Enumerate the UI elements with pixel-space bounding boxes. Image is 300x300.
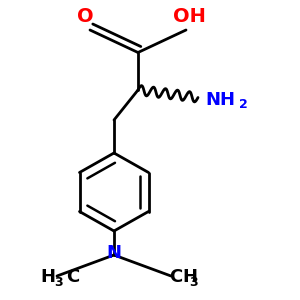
- Text: H: H: [40, 268, 56, 286]
- Text: H: H: [182, 268, 197, 286]
- Text: 3: 3: [54, 276, 62, 289]
- Text: O: O: [77, 8, 94, 26]
- Text: OH: OH: [172, 8, 206, 26]
- Text: N: N: [106, 244, 122, 262]
- Text: 3: 3: [189, 276, 198, 289]
- Text: C: C: [66, 268, 79, 286]
- Text: 2: 2: [238, 98, 247, 111]
- Text: C: C: [169, 268, 183, 286]
- Text: NH: NH: [206, 91, 236, 109]
